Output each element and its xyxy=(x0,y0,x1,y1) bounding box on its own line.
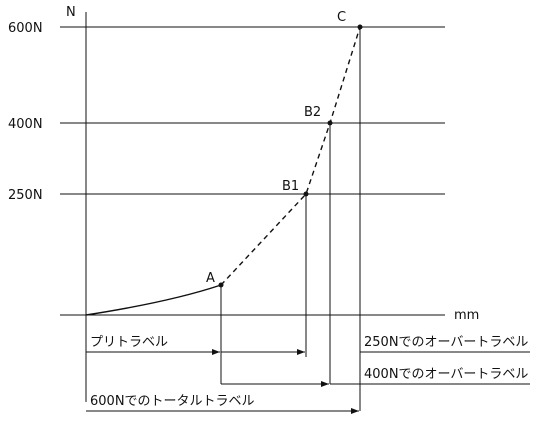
x-axis-label: mm xyxy=(454,308,479,323)
point-b2-label: B2 xyxy=(304,105,321,120)
tick-250n: 250N xyxy=(8,188,43,203)
tick-600n: 600N xyxy=(8,21,43,36)
total-travel-label: 600Nでのトータルトラベル xyxy=(90,394,255,409)
y-axis-label: N xyxy=(66,5,76,20)
overtravel-250-label: 250Nでのオーバートラベル xyxy=(364,335,528,350)
point-a-label: A xyxy=(206,271,215,286)
point-b1-label: B1 xyxy=(282,179,299,194)
point-c-label: C xyxy=(337,10,346,25)
overtravel-400-label: 400Nでのオーバートラベル xyxy=(364,367,528,382)
tick-400n: 400N xyxy=(8,117,43,132)
pretravel-label: プリトラベル xyxy=(90,335,168,350)
force-curve-dashed xyxy=(220,26,361,286)
force-curve-solid xyxy=(85,284,222,316)
